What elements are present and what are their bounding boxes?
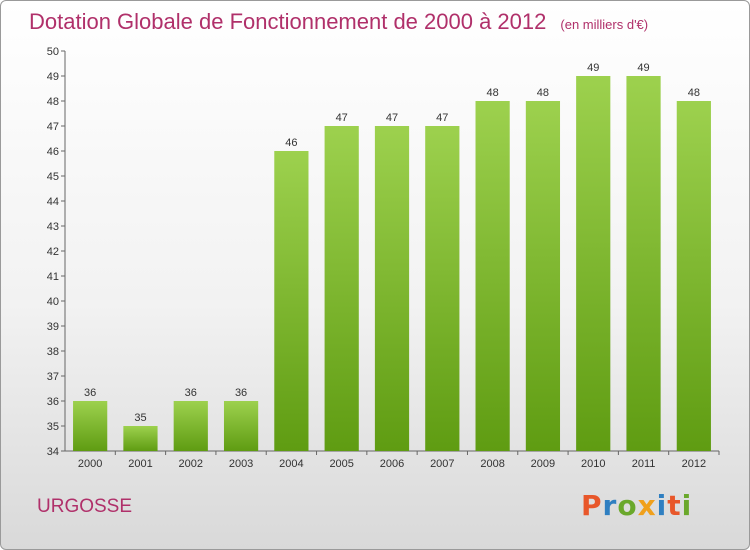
- y-tick-label: 43: [47, 221, 59, 233]
- bar-2008: [475, 101, 510, 451]
- y-tick-label: 42: [47, 246, 59, 258]
- x-tick-label-2001: 2001: [128, 458, 152, 470]
- logo-letter: t: [667, 489, 682, 522]
- bar-2001: [123, 426, 158, 451]
- x-tick-label-2011: 2011: [632, 458, 656, 470]
- bar-2003: [223, 401, 259, 451]
- logo-letter: i: [681, 489, 693, 522]
- y-tick-label: 45: [47, 171, 59, 183]
- y-tick-label: 50: [47, 46, 59, 58]
- bar-2000: [73, 401, 108, 451]
- data-label-2011: 49: [637, 62, 649, 74]
- y-tick-label: 46: [47, 146, 59, 158]
- data-label-2002: 36: [185, 387, 197, 399]
- data-label-2012: 48: [688, 87, 700, 99]
- y-tick-label: 36: [47, 396, 59, 408]
- x-tick-label-2003: 2003: [229, 458, 253, 470]
- y-tick-label: 37: [47, 371, 59, 383]
- data-label-2001: 35: [134, 412, 146, 424]
- x-tick-label-2010: 2010: [581, 458, 605, 470]
- logo-letter: i: [656, 489, 668, 522]
- logo-letter: r: [602, 489, 618, 522]
- bar-2009: [525, 101, 561, 451]
- bar-2004: [274, 151, 309, 451]
- chart-title: Dotation Globale de Fonctionnement de 20…: [29, 9, 648, 35]
- y-tick-label: 38: [47, 346, 59, 358]
- x-tick-label-2008: 2008: [480, 458, 504, 470]
- x-tick-label-2007: 2007: [430, 458, 454, 470]
- unit-label: (en milliers d'€): [560, 17, 649, 32]
- x-tick-label-2000: 2000: [78, 458, 102, 470]
- y-tick-label: 48: [47, 96, 59, 108]
- bar-2012: [676, 101, 711, 451]
- x-tick-label-2012: 2012: [682, 458, 706, 470]
- x-tick-label-2005: 2005: [329, 458, 353, 470]
- data-label-2003: 36: [235, 387, 247, 399]
- y-tick-label: 41: [47, 271, 59, 283]
- bar-2005: [324, 126, 359, 451]
- axes: 34 35 36 37 38 39 40 41 42 43 44 45 46 47 48 49 50 2000 20…: [47, 46, 720, 470]
- bar-2006: [374, 126, 410, 451]
- logo-letter: x: [637, 489, 657, 522]
- x-tick-label-2006: 2006: [380, 458, 404, 470]
- y-tick-label: 49: [47, 71, 59, 83]
- data-label-2008: 48: [486, 87, 498, 99]
- data-label-2006: 47: [386, 112, 398, 124]
- bar-2007: [425, 126, 460, 451]
- y-tick-label: 34: [47, 446, 59, 458]
- commune-name: URGOSSE: [37, 496, 133, 517]
- bar-2010: [576, 76, 611, 451]
- y-tick-label: 40: [47, 296, 59, 308]
- y-tick-label: 44: [47, 196, 59, 208]
- data-label-2009: 48: [537, 87, 549, 99]
- data-label-2005: 47: [336, 112, 348, 124]
- x-tick-label-2009: 2009: [531, 458, 555, 470]
- proxiti-logo: Proxiti: [581, 489, 692, 522]
- logo-letter: o: [617, 489, 638, 522]
- y-tick-label: 47: [47, 121, 59, 133]
- data-label-2000: 36: [84, 387, 96, 399]
- data-label-2004: 46: [285, 137, 297, 149]
- logo-letter: P: [581, 489, 603, 522]
- bar-2011: [626, 76, 661, 451]
- y-tick-label: 39: [47, 321, 59, 333]
- x-tick-label-2004: 2004: [279, 458, 303, 470]
- data-label-2007: 47: [436, 112, 448, 124]
- y-tick-label: 35: [47, 421, 59, 433]
- bars: 36 35 36 36 46 47 47 47 48 48 49 49 48: [73, 62, 711, 451]
- data-label-2010: 49: [587, 62, 599, 74]
- title-text: Dotation Globale de Fonctionnement de 20…: [29, 9, 547, 34]
- bar-2002: [173, 401, 208, 451]
- x-tick-label-2002: 2002: [179, 458, 203, 470]
